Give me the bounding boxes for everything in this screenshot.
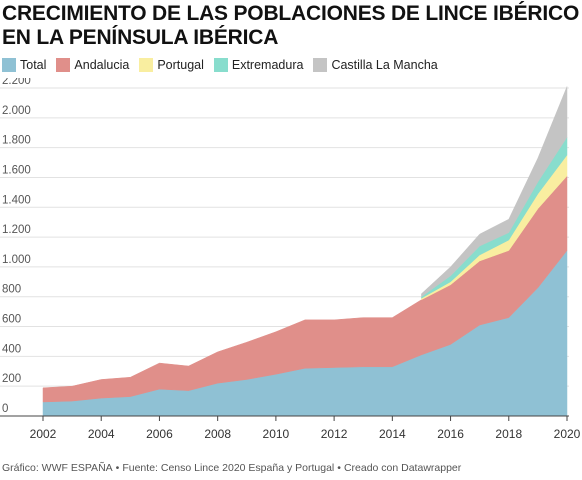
legend-label: Total [20,58,47,72]
footer-graph-credit: Gráfico: WWF ESPAÑA [2,462,113,474]
legend-item-extremadura: Extremadura [213,58,304,72]
x-tick-label: 2004 [88,427,115,441]
x-tick-label: 2006 [146,427,173,441]
chart-legend: Total Andalucia Portugal Extremadura Castill… [2,58,448,72]
footer-separator: • [337,462,341,474]
y-tick-label: 2.200 [2,78,31,87]
x-tick-label: 2012 [321,427,348,441]
x-tick-label: 2016 [437,427,464,441]
area-series [42,86,568,417]
legend-swatch [213,58,228,72]
legend-swatch [313,58,328,72]
chart-footer: Gráfico: WWF ESPAÑA • Fuente: Censo Lince … [2,462,461,474]
y-tick-label: 1.600 [2,164,31,176]
footer-source: Fuente: Censo Lince 2020 España y Portug… [122,462,335,474]
y-tick-label: 1.400 [2,194,31,206]
y-tick-label: 600 [2,314,21,326]
x-tick-label: 2014 [379,427,406,441]
footer-created-with: Creado con Datawrapper [343,462,462,474]
x-tick-label: 2010 [263,427,290,441]
area-andalucia [42,175,568,403]
legend-item-portugal: Portugal [139,58,204,72]
x-tick-label: 2002 [30,427,57,441]
y-tick-label: 1.200 [2,224,31,236]
legend-label: Castilla La Mancha [331,58,438,72]
legend-item-andalucia: Andalucia [56,58,129,72]
stacked-area-chart: 2002 2004 2006 2008 2010 2012 2014 2016 2018 2020… [0,78,581,441]
legend-swatch [139,58,154,72]
chart-title: CRECIMIENTO DE LAS POBLACIONES DE LINCE … [2,2,580,49]
legend-item-castilla-la-mancha: Castilla La Mancha [313,58,438,72]
legend-swatch [2,58,16,72]
legend-label: Andalucia [74,58,130,72]
x-tick-label: 2020 [554,427,581,441]
x-tick-label: 2018 [495,427,522,441]
footer-separator: • [115,462,120,474]
legend-swatch [56,58,71,72]
y-tick-label: 800 [2,284,21,296]
x-axis: 2002 2004 2006 2008 2010 2012 2014 2016 2018 2020 [30,416,581,441]
x-tick-label: 2008 [204,427,231,441]
y-tick-label: 400 [2,343,21,355]
legend-label: Portugal [157,58,204,72]
legend-item-total: Total [2,58,46,72]
grid-lines [0,87,569,387]
y-tick-label: 1.000 [2,254,31,266]
y-tick-label: 0 [2,403,8,415]
y-tick-label: 1.800 [2,135,31,147]
y-tick-label: 200 [2,373,21,385]
y-tick-label: 2.000 [2,105,31,117]
y-axis: 0 200 400 600 800 1.000 1.200 1.400 1.600 1.800 2.… [0,78,569,417]
legend-label: Extremadura [231,58,304,72]
area-castilla-la-mancha [421,86,568,298]
